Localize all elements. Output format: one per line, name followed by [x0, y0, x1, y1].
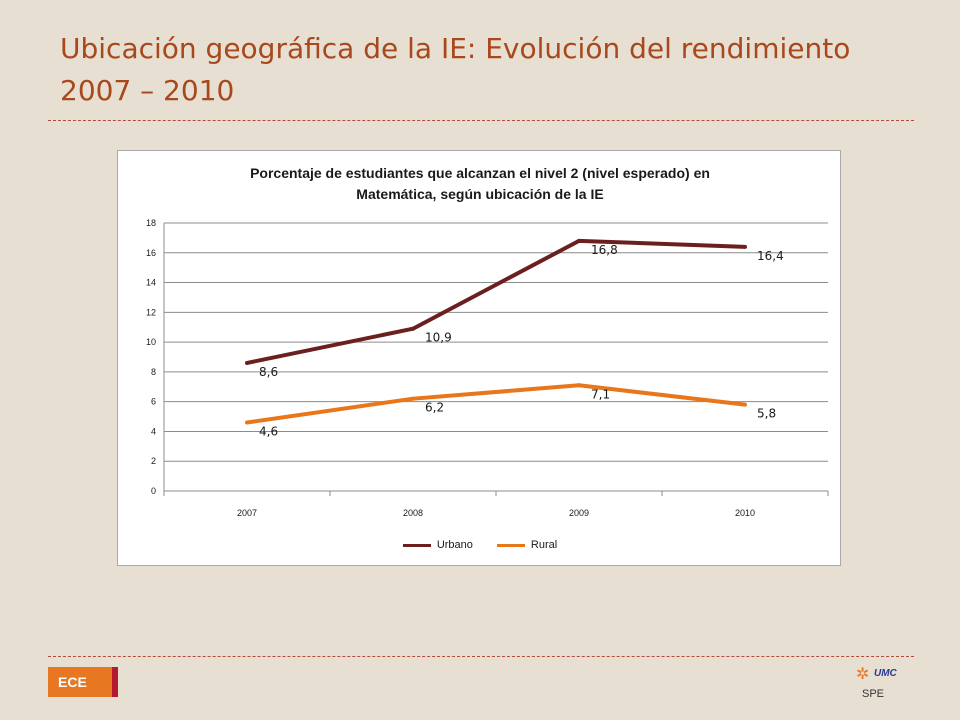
logo-spe-text: SPE [862, 688, 885, 700]
figure-icon: ✲ [856, 666, 870, 683]
data-point-urbano-2010 [743, 244, 747, 249]
logo-umc-text: UMC [874, 668, 897, 679]
y-tick-label-18: 18 [146, 218, 156, 228]
y-tick-label-0: 0 [151, 486, 156, 496]
bottom-divider [48, 656, 914, 657]
ece-badge: ECE [48, 667, 118, 697]
y-tick-label-6: 6 [151, 397, 156, 407]
y-tick-label-4: 4 [151, 426, 156, 436]
series-line-rural [246, 383, 746, 425]
data-point-urbano-2007 [245, 360, 249, 365]
line-chart: Porcentaje de estudiantes que alcanzan e… [117, 150, 841, 566]
chart-title-line-2: Matemática, según ubicación de la IE [356, 186, 604, 202]
data-point-rural-2010 [743, 402, 747, 407]
legend-swatch-urbano [402, 543, 431, 547]
legend-item-rural: Rural [496, 539, 558, 551]
data-point-rural-2008 [411, 396, 415, 401]
series-line-urbano [246, 238, 746, 365]
umc-logo: ✲ UMC SPE [852, 664, 902, 704]
slide-title: Ubicación geográfica de la IE: Evolución… [60, 28, 920, 112]
top-divider [48, 120, 914, 121]
data-label-urbano-2008: 10,9 [425, 331, 452, 345]
x-tick-label-2008: 2008 [403, 508, 423, 518]
y-tick-label-16: 16 [146, 248, 156, 258]
data-point-urbano-2009 [577, 238, 581, 243]
y-tick-label-12: 12 [146, 307, 156, 317]
data-label-urbano-2007: 8,6 [259, 365, 278, 379]
data-point-rural-2007 [245, 420, 249, 425]
ece-badge-label: ECE [58, 674, 87, 690]
y-tick-label-10: 10 [146, 337, 156, 347]
legend-label-rural: Rural [530, 539, 558, 551]
y-tick-label-14: 14 [146, 278, 156, 288]
y-tick-label-8: 8 [151, 367, 156, 377]
data-point-rural-2009 [577, 383, 581, 388]
x-tick-label-2007: 2007 [237, 508, 257, 518]
chart-legend: Urbano Rural [118, 539, 842, 551]
x-tick-label-2010: 2010 [735, 508, 755, 518]
data-label-rural-2010: 5,8 [757, 407, 776, 421]
x-tick-label-2009: 2009 [569, 508, 589, 518]
legend-label-urbano: Urbano [436, 539, 473, 551]
legend-swatch-rural [496, 543, 525, 547]
legend-item-urbano: Urbano [402, 539, 473, 551]
chart-title: Porcentaje de estudiantes que alcanzan e… [138, 163, 822, 205]
data-label-rural-2007: 4,6 [259, 425, 278, 439]
y-tick-label-2: 2 [151, 456, 156, 466]
slide-title-line-1: Ubicación geográfica de la IE: Evolución… [60, 32, 851, 65]
chart-plot: 0 2 4 6 8 10 12 14 16 18 2007 2008 2009 2010 8,6 10,9 16… [146, 218, 829, 518]
data-point-urbano-2008 [411, 326, 415, 331]
data-label-rural-2008: 6,2 [425, 401, 444, 415]
data-label-rural-2009: 7,1 [591, 387, 610, 401]
slide-title-line-2: 2007 – 2010 [60, 74, 235, 107]
chart-title-line-1: Porcentaje de estudiantes que alcanzan e… [250, 165, 710, 181]
data-label-urbano-2010: 16,4 [757, 249, 784, 263]
data-label-urbano-2009: 16,8 [591, 243, 618, 257]
